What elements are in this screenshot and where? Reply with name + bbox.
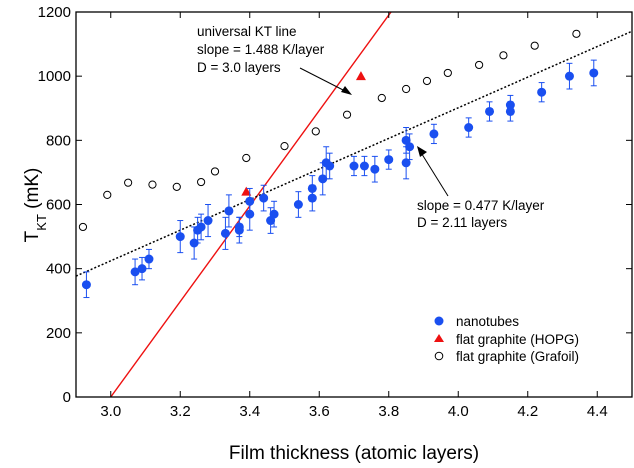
nanotube-point: [144, 254, 154, 264]
x-tick-label: 4.2: [517, 403, 538, 420]
grafoil-point: [148, 180, 157, 189]
hopg-point: [241, 186, 252, 196]
grafoil-point: [197, 177, 206, 187]
kt-annotation-arrow: [299, 67, 348, 93]
nanotube-point: [325, 161, 335, 171]
nanotube-point: [318, 174, 328, 184]
kt-annotation-line-2: slope = 1.488 K/layer: [197, 42, 325, 57]
y-tick-label: 0: [63, 389, 71, 406]
grafoil-point: [422, 76, 432, 86]
y-tick-label: 400: [46, 261, 71, 278]
y-axis-title-unit: (mK): [22, 168, 43, 214]
nanotube-point: [384, 155, 394, 165]
grafoil-point: [311, 127, 320, 136]
x-axis-title: Film thickness (atomic layers): [229, 443, 479, 464]
nanotube-point: [245, 196, 255, 206]
hopg-point: [355, 71, 366, 81]
x-tick-label: 3.6: [309, 403, 330, 420]
y-tick-label: 800: [46, 132, 71, 149]
nanotube-point: [589, 68, 599, 78]
grafoil-point: [499, 51, 508, 60]
nanotube-point: [505, 100, 515, 110]
grafoil-point: [443, 68, 452, 78]
grafoil-point: [124, 178, 133, 187]
axes: 3.0 3.2 3.4 3.6 3.8 4.0 4.2 4.4 0 200 400 600 800 100…: [38, 4, 633, 420]
nanotube-point: [401, 158, 411, 168]
fit-line: [76, 30, 632, 277]
legend: nanotubes flat graphite (HOPG) flat grap…: [434, 314, 579, 364]
nanotube-point: [189, 238, 199, 248]
nanotube-point: [224, 206, 234, 216]
grafoil-point: [172, 182, 181, 191]
series-nanotubes: [81, 59, 599, 299]
legend-hopg-marker: [434, 334, 444, 342]
y-axis-title-main: T: [22, 230, 43, 242]
grafoil-point: [475, 60, 484, 70]
nanotube-point: [203, 216, 213, 226]
series-grafoil: [78, 29, 581, 232]
nanotube-point: [464, 123, 474, 132]
legend-nanotubes-label: nanotubes: [456, 314, 519, 329]
nanotube-point: [564, 71, 574, 81]
grafoil-point: [530, 41, 539, 50]
nanotube-point: [370, 164, 380, 174]
nanotube-point: [137, 264, 147, 274]
legend-grafoil-label: flat graphite (Grafoil): [456, 349, 579, 364]
nanotube-point: [429, 129, 439, 139]
kt-annotation-arrowhead: [341, 86, 352, 95]
y-tick-label: 200: [46, 325, 71, 342]
fit-annotation-line-1: slope = 0.477 K/layer: [417, 198, 545, 213]
nanotube-point: [293, 200, 303, 209]
nanotube-point: [234, 222, 244, 232]
fit-annotation-arrow: [419, 150, 449, 197]
x-tick-label: 3.4: [239, 403, 260, 420]
nanotube-point: [130, 267, 140, 277]
x-tick-label: 3.8: [378, 403, 399, 420]
grafoil-point: [572, 29, 581, 38]
kt-line: [109, 12, 392, 397]
legend-grafoil-marker: [434, 351, 444, 361]
grafoil-point: [402, 84, 411, 94]
nanotube-point: [359, 161, 369, 171]
nanotube-point: [259, 193, 269, 203]
grafoil-point: [103, 190, 112, 199]
grafoil-point: [78, 222, 88, 232]
y-tick-label: 600: [46, 197, 71, 214]
nanotube-point: [81, 280, 91, 290]
fit-annotation-line-2: D = 2.11 layers: [417, 215, 507, 230]
y-axis-title-sub: KT: [34, 214, 49, 231]
nanotube-point: [175, 232, 185, 242]
legend-hopg-label: flat graphite (HOPG): [456, 332, 579, 347]
nanotube-point: [196, 222, 206, 232]
y-tick-label: 1200: [38, 4, 71, 21]
kt-annotation-line-1: universal KT line: [197, 24, 297, 39]
fit-annotation-arrowhead: [417, 146, 427, 157]
grafoil-point: [280, 142, 289, 151]
kt-annotation-line-3: D = 3.0 layers: [197, 60, 281, 75]
nanotube-point: [269, 209, 279, 219]
y-axis-title: TKT (mK): [22, 168, 49, 243]
series-hopg: [241, 71, 366, 196]
x-tick-label: 3.2: [170, 403, 191, 420]
legend-nanotubes-marker: [434, 316, 444, 326]
nanotube-point: [220, 228, 230, 238]
nanotube-point: [485, 106, 495, 116]
grafoil-point: [242, 153, 251, 163]
grafoil-point: [210, 167, 220, 176]
nanotube-point: [349, 161, 359, 171]
y-tick-label: 1000: [38, 68, 71, 85]
nanotube-point: [405, 142, 415, 152]
nanotube-point: [537, 87, 547, 97]
x-tick-label: 4.0: [448, 403, 469, 420]
grafoil-point: [377, 93, 386, 103]
nanotube-point: [307, 183, 317, 193]
reference-lines: [76, 12, 632, 397]
x-tick-label: 4.4: [587, 403, 608, 420]
x-tick-label: 3.0: [100, 403, 121, 420]
grafoil-point: [342, 110, 352, 119]
